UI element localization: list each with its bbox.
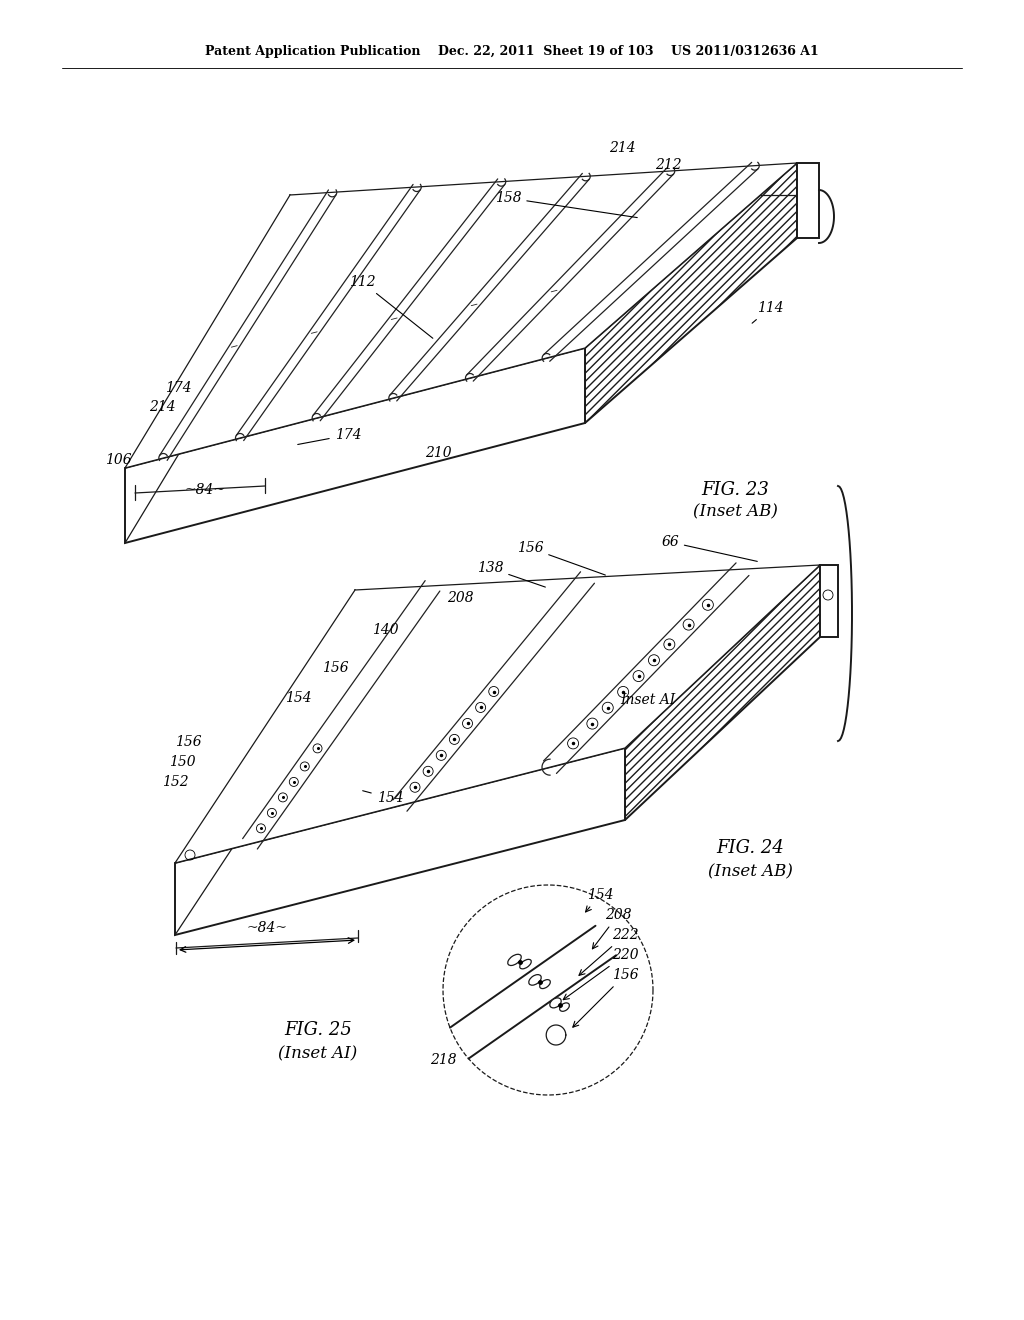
- Polygon shape: [585, 162, 797, 422]
- Text: 112: 112: [349, 275, 433, 338]
- Text: 156: 156: [175, 735, 202, 748]
- Text: 106: 106: [104, 453, 131, 467]
- Polygon shape: [820, 565, 838, 638]
- Text: 140: 140: [372, 623, 398, 638]
- Text: (Inset AB): (Inset AB): [708, 863, 793, 880]
- Text: 154: 154: [362, 791, 403, 805]
- Polygon shape: [175, 748, 625, 935]
- Text: 174: 174: [298, 428, 361, 445]
- Text: ~84~: ~84~: [184, 483, 225, 498]
- Text: 156: 156: [572, 968, 638, 1027]
- Text: 208: 208: [593, 908, 632, 949]
- Text: 154: 154: [586, 888, 613, 912]
- Text: 156: 156: [517, 541, 605, 576]
- Text: Inset AI: Inset AI: [621, 693, 676, 708]
- Text: 156: 156: [322, 661, 348, 675]
- Text: 210: 210: [425, 446, 452, 459]
- Text: 222: 222: [579, 928, 638, 975]
- Ellipse shape: [560, 1003, 569, 1011]
- Text: FIG. 25: FIG. 25: [284, 1020, 352, 1039]
- Polygon shape: [797, 162, 819, 238]
- Text: 158: 158: [495, 191, 637, 218]
- Ellipse shape: [528, 974, 542, 985]
- Text: (Inset AI): (Inset AI): [279, 1045, 357, 1063]
- Ellipse shape: [520, 960, 531, 969]
- Text: 218: 218: [430, 1053, 457, 1067]
- Text: 114: 114: [752, 301, 783, 323]
- Text: 214: 214: [608, 141, 635, 154]
- Polygon shape: [175, 565, 820, 863]
- Text: (Inset AB): (Inset AB): [692, 503, 777, 520]
- Text: 150: 150: [169, 755, 196, 770]
- Text: 208: 208: [446, 591, 473, 605]
- Text: ~84~: ~84~: [247, 921, 288, 935]
- Text: 138: 138: [477, 561, 546, 587]
- Polygon shape: [625, 565, 820, 820]
- Ellipse shape: [508, 954, 521, 965]
- Text: 174: 174: [165, 381, 191, 395]
- Text: FIG. 24: FIG. 24: [716, 840, 784, 857]
- Text: 220: 220: [563, 948, 638, 999]
- Text: FIG. 23: FIG. 23: [701, 480, 769, 499]
- Text: 66: 66: [662, 535, 758, 561]
- Text: 154: 154: [285, 690, 311, 705]
- Ellipse shape: [550, 998, 561, 1008]
- Text: 214: 214: [148, 400, 175, 414]
- Polygon shape: [125, 348, 585, 543]
- Text: Patent Application Publication    Dec. 22, 2011  Sheet 19 of 103    US 2011/0312: Patent Application Publication Dec. 22, …: [205, 45, 819, 58]
- Ellipse shape: [540, 979, 550, 989]
- Text: 212: 212: [654, 158, 681, 172]
- Text: 152: 152: [162, 775, 188, 789]
- Polygon shape: [125, 162, 797, 469]
